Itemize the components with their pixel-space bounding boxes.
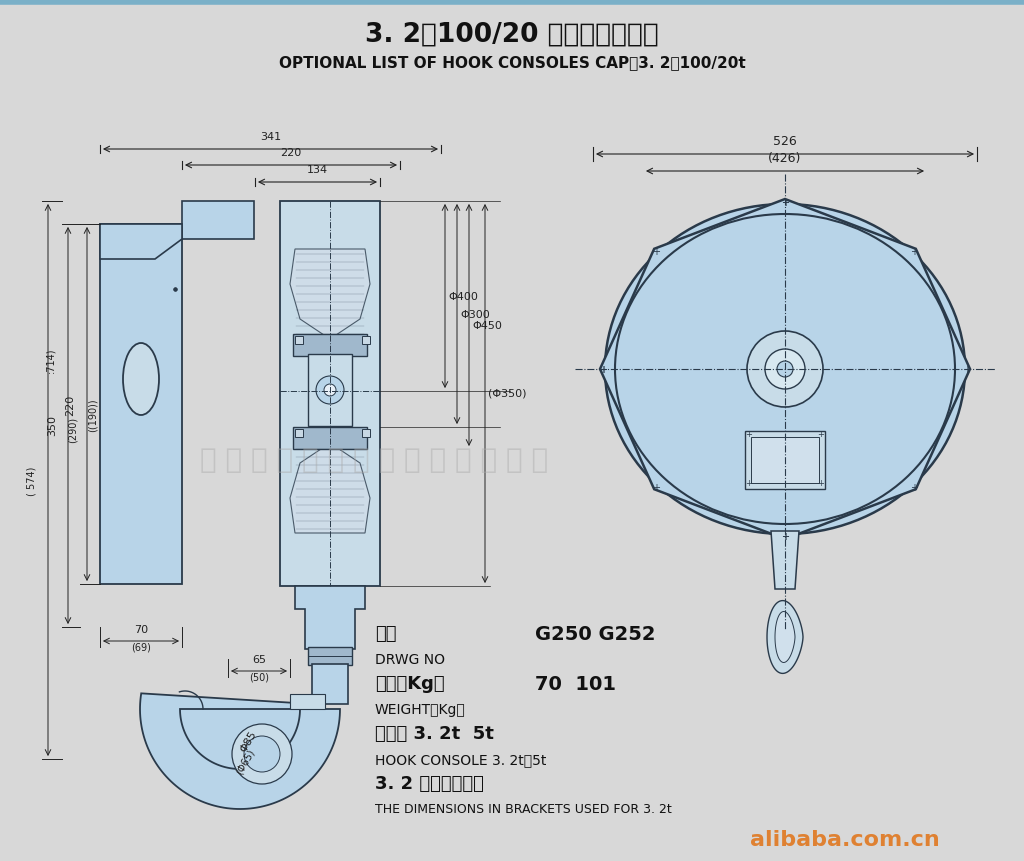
FancyBboxPatch shape [100,225,182,585]
Ellipse shape [123,344,159,416]
Text: 65: 65 [252,654,266,664]
Text: 圖號: 圖號 [375,624,396,642]
Circle shape [232,724,292,784]
Text: ( 574): ( 574) [27,466,37,495]
Circle shape [746,331,823,407]
Text: 3. 2 順括號內尺寸: 3. 2 順括號內尺寸 [375,774,484,792]
Circle shape [244,736,280,772]
Polygon shape [100,225,182,260]
Text: 3. 2～100/20 順吸鉤組選用表: 3. 2～100/20 順吸鉤組選用表 [366,22,658,48]
FancyBboxPatch shape [293,428,367,449]
Text: +: + [909,482,918,492]
Text: 吸鉤組 3. 2t  5t: 吸鉤組 3. 2t 5t [375,724,494,742]
Text: 350: 350 [47,415,57,436]
FancyBboxPatch shape [295,430,303,437]
Text: THE DIMENSIONS IN BRACKETS USED FOR 3. 2t: THE DIMENSIONS IN BRACKETS USED FOR 3. 2… [375,802,672,815]
Polygon shape [295,586,365,649]
Text: +: + [781,531,790,542]
Text: 134: 134 [307,164,328,175]
FancyBboxPatch shape [745,431,825,489]
Text: Φ85: Φ85 [238,728,258,753]
FancyBboxPatch shape [751,437,819,483]
Text: 70  101: 70 101 [535,674,616,693]
Polygon shape [767,601,803,673]
Text: WEIGHT（Kg）: WEIGHT（Kg） [375,703,466,716]
Text: (50): (50) [249,672,269,682]
Text: +: + [599,364,607,375]
FancyBboxPatch shape [182,201,254,239]
Text: (69): (69) [131,642,151,653]
Text: +: + [963,364,971,375]
Text: +: + [652,246,660,257]
Polygon shape [600,200,970,539]
Circle shape [316,376,344,405]
Polygon shape [290,250,370,339]
FancyBboxPatch shape [362,430,370,437]
Text: ((190)): ((190)) [88,398,98,431]
Text: 220: 220 [281,148,302,158]
Text: +: + [781,198,790,208]
FancyBboxPatch shape [308,355,352,426]
Text: Φ400: Φ400 [449,292,478,301]
FancyBboxPatch shape [280,201,380,586]
Text: 526: 526 [773,135,797,148]
Text: 220: 220 [65,394,75,415]
Circle shape [324,385,336,397]
Text: (Φ65): (Φ65) [233,746,256,776]
Text: +: + [817,430,824,439]
Text: G250 G252: G250 G252 [535,624,655,643]
Text: +: + [781,531,790,542]
FancyBboxPatch shape [295,337,303,344]
Text: HOOK CONSOLE 3. 2t－5t: HOOK CONSOLE 3. 2t－5t [375,753,547,766]
Text: DRWG NO: DRWG NO [375,653,445,666]
Text: 新 乡 市 德 隆 起 重 机 配 套 有 限 公 司: 新 乡 市 德 隆 起 重 机 配 套 有 限 公 司 [200,445,548,474]
Text: Φ450: Φ450 [472,320,502,331]
Text: 70: 70 [134,624,148,635]
Polygon shape [771,531,799,589]
Text: +: + [745,430,753,439]
Ellipse shape [615,214,955,524]
Text: 341: 341 [260,132,281,142]
FancyBboxPatch shape [290,694,325,709]
Text: 重量（Kg）: 重量（Kg） [375,674,444,692]
Text: (290): (290) [68,417,78,443]
Text: alibaba.com.cn: alibaba.com.cn [750,829,940,849]
FancyBboxPatch shape [308,647,352,666]
FancyBboxPatch shape [293,335,367,356]
Ellipse shape [605,205,965,535]
Polygon shape [312,664,348,704]
Text: :714): :714) [45,347,55,372]
Polygon shape [140,694,340,809]
Circle shape [765,350,805,389]
Text: OPTIONAL LIST OF HOOK CONSOLES CAP：3. 2～100/20t: OPTIONAL LIST OF HOOK CONSOLES CAP：3. 2～… [279,55,745,71]
Polygon shape [290,443,370,533]
Text: (Φ350): (Φ350) [488,388,526,399]
Text: (426): (426) [768,152,802,164]
Text: +: + [599,364,607,375]
Text: +: + [781,198,790,208]
Circle shape [777,362,793,378]
Text: +: + [652,482,660,492]
Polygon shape [775,612,795,663]
Text: Φ300: Φ300 [460,310,489,319]
Text: +: + [909,246,918,257]
FancyBboxPatch shape [362,337,370,344]
Text: +: + [745,479,753,488]
Text: +: + [817,479,824,488]
Text: +: + [963,364,971,375]
